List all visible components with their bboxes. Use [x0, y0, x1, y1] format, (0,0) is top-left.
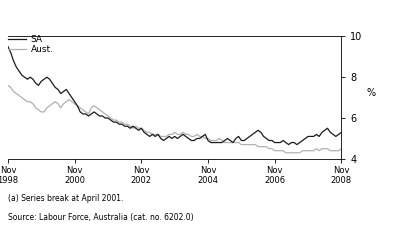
Text: (a) Series break at April 2001.: (a) Series break at April 2001. [8, 194, 123, 203]
Legend: SA, Aust.: SA, Aust. [8, 35, 54, 54]
Y-axis label: %: % [366, 88, 376, 98]
Text: Source: Labour Force, Australia (cat. no. 6202.0): Source: Labour Force, Australia (cat. no… [8, 213, 194, 222]
